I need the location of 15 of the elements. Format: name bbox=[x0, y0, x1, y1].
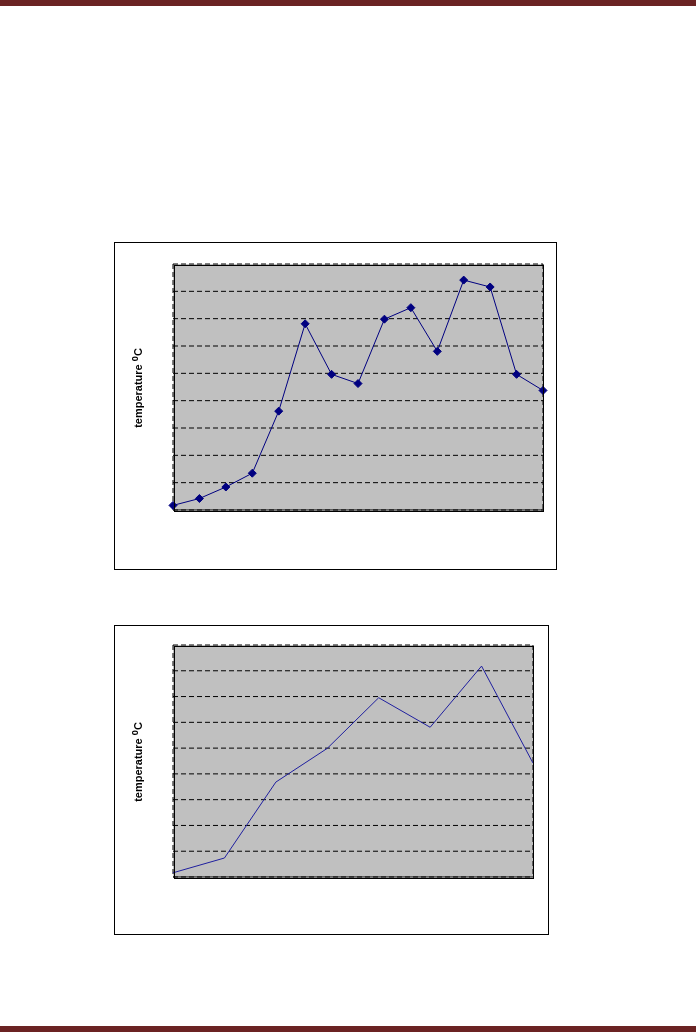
point bbox=[353, 379, 363, 389]
point bbox=[406, 303, 416, 313]
point bbox=[327, 369, 337, 379]
point bbox=[432, 346, 442, 356]
point bbox=[168, 500, 178, 510]
point bbox=[485, 282, 495, 292]
point bbox=[274, 406, 284, 416]
point bbox=[459, 275, 469, 285]
point bbox=[512, 369, 522, 379]
point bbox=[194, 494, 204, 503]
point bbox=[538, 385, 548, 395]
point bbox=[379, 314, 389, 324]
point bbox=[247, 468, 257, 478]
point bbox=[221, 482, 231, 492]
point bbox=[300, 319, 310, 329]
